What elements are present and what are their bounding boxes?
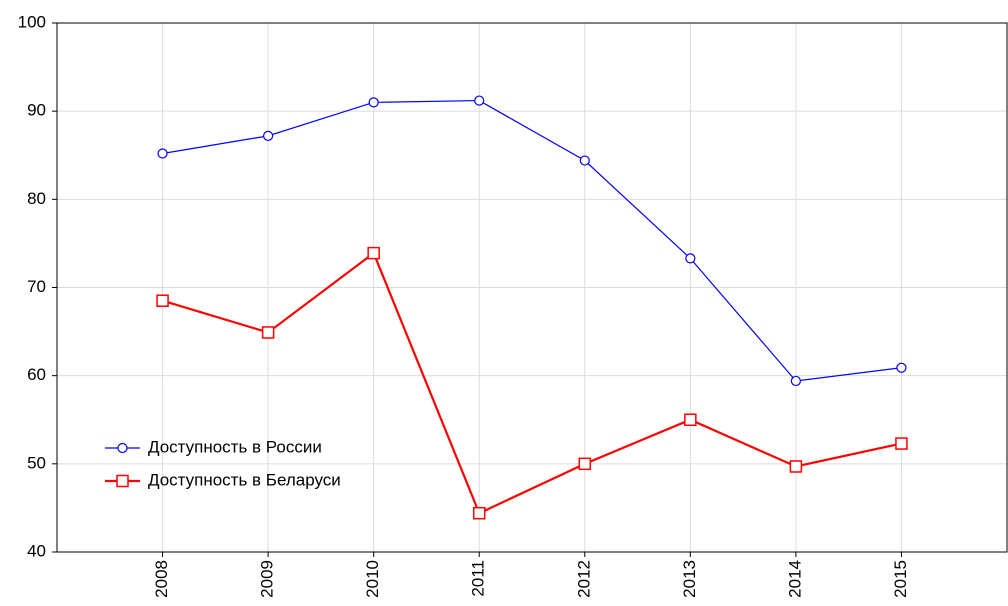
x-tick-label: 2012	[574, 560, 593, 598]
marker	[263, 130, 274, 141]
marker	[579, 155, 590, 166]
marker	[895, 437, 908, 450]
marker	[685, 253, 696, 264]
series-line	[162, 251, 902, 515]
marker	[790, 375, 801, 387]
marker	[156, 294, 169, 307]
x-tick-label: 2013	[680, 560, 699, 598]
marker	[472, 506, 486, 520]
legend-label: Доступность в России	[148, 437, 322, 456]
x-tick-label: 2008	[152, 560, 171, 598]
legend-label: Доступность в Беларуси	[148, 470, 341, 489]
marker	[578, 457, 592, 471]
marker	[367, 246, 380, 260]
legend-marker	[117, 442, 128, 454]
x-tick-label: 2009	[258, 560, 277, 598]
x-tick-label: 2015	[891, 560, 910, 598]
plot-frame	[56, 22, 1008, 553]
y-tick-label: 90	[27, 101, 46, 120]
x-tick-label: 2014	[785, 560, 804, 598]
x-tick-label: 2010	[363, 560, 382, 598]
x-tick-label: 2011	[469, 560, 488, 597]
marker	[789, 460, 803, 473]
series-line	[162, 99, 902, 382]
y-tick-label: 50	[27, 453, 46, 472]
marker	[261, 326, 275, 339]
marker	[368, 97, 379, 108]
y-tick-label: 70	[27, 277, 46, 296]
y-tick-label: 100	[18, 12, 46, 31]
marker	[474, 95, 485, 106]
marker	[684, 413, 697, 426]
marker	[157, 148, 168, 159]
y-tick-label: 60	[27, 365, 46, 384]
legend-marker	[116, 474, 129, 488]
marker	[896, 362, 907, 373]
y-tick-label: 40	[27, 541, 46, 560]
y-tick-label: 80	[27, 189, 46, 208]
